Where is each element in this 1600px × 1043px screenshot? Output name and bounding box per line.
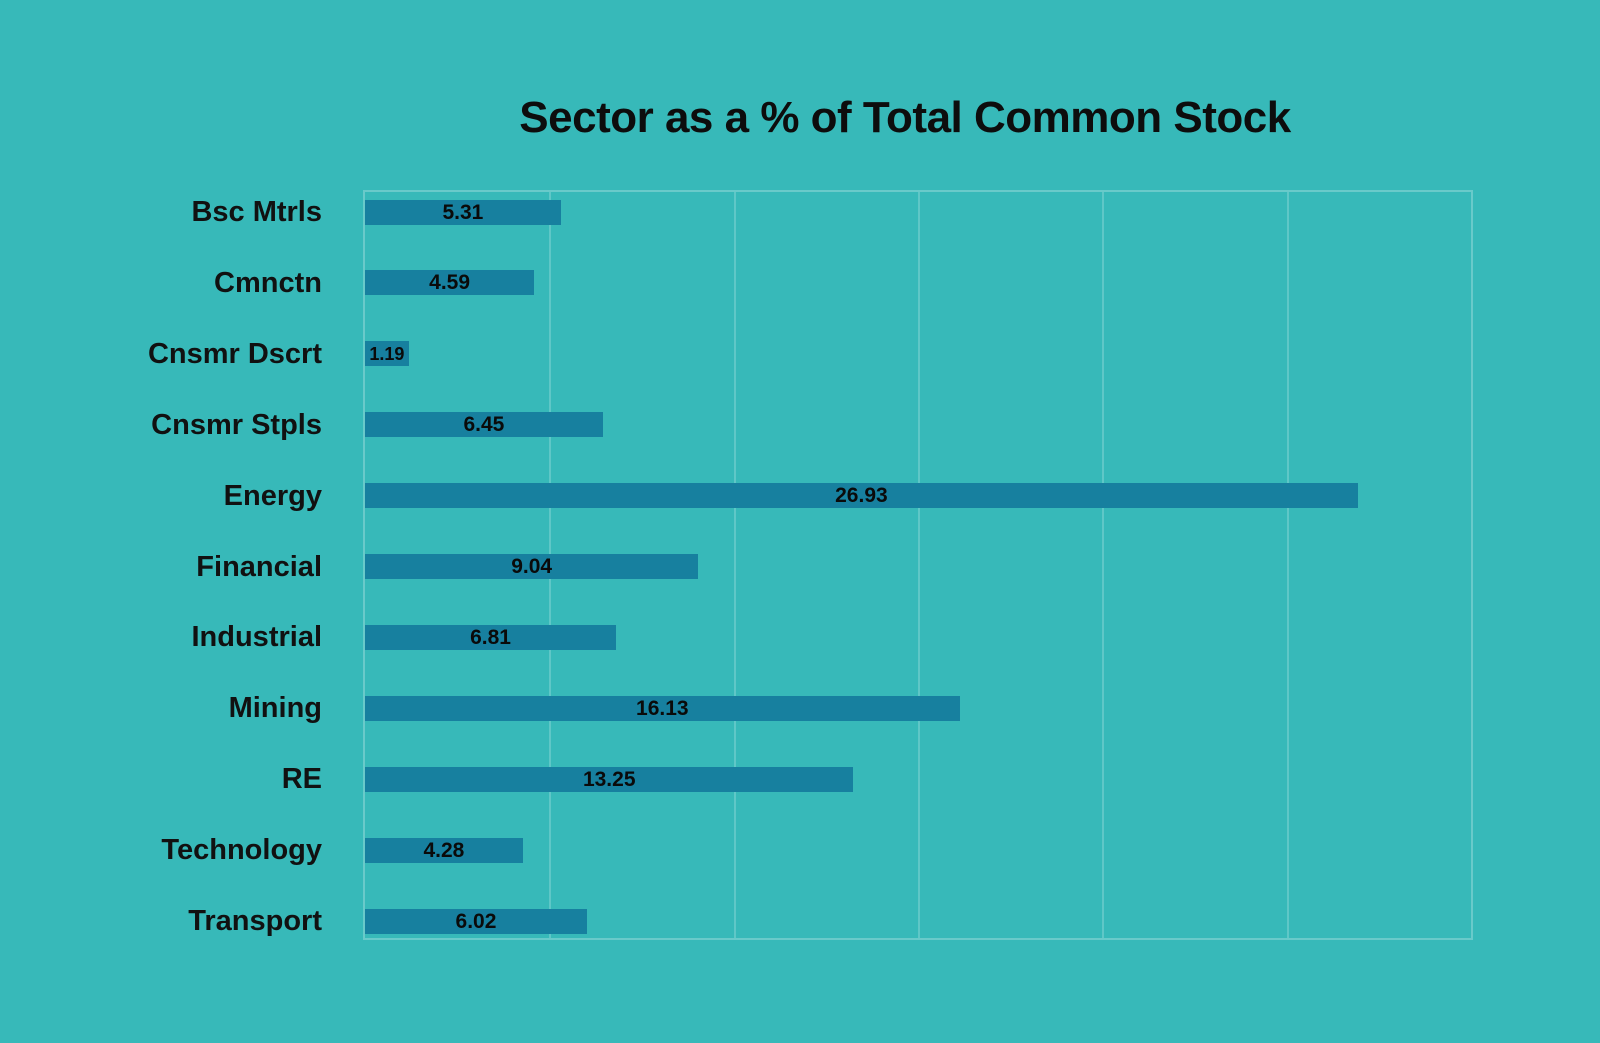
bar-row: 26.93	[365, 483, 1471, 509]
bar-row: 6.81	[365, 624, 1471, 650]
bar-value-label: 6.45	[463, 413, 505, 437]
bar-row: 4.28	[365, 837, 1471, 863]
bar-row: 6.45	[365, 412, 1471, 438]
bar: 16.13	[365, 695, 960, 721]
chart-title: Sector as a % of Total Common Stock	[519, 93, 1291, 142]
bar-value-label: 4.59	[429, 271, 471, 295]
bar: 13.25	[365, 766, 854, 792]
category-label: Financial	[196, 550, 322, 583]
category-axis: Bsc Mtrls Cmnctn Cnsmr Dscrt Cnsmr Stpls Ene…	[0, 190, 322, 940]
gridline	[918, 192, 920, 938]
bar: 4.28	[365, 837, 523, 863]
bar-row: 1.19	[365, 341, 1471, 367]
bar: 4.59	[365, 270, 535, 296]
bar-row: 9.04	[365, 554, 1471, 579]
bar: 5.31	[365, 199, 561, 225]
bar-row: 13.25	[365, 766, 1471, 792]
bar-value-label: 16.13	[636, 696, 689, 720]
bar: 1.19	[365, 341, 409, 367]
category-label: Mining	[228, 692, 322, 725]
bar-value-label: 4.28	[423, 838, 465, 862]
bar: 6.02	[365, 908, 587, 934]
bar-row: 4.59	[365, 270, 1471, 296]
bar-row: 5.31	[365, 199, 1471, 225]
category-label: Cmnctn	[214, 266, 322, 299]
category-label: RE	[281, 763, 322, 796]
bar-value-label: 6.81	[470, 625, 511, 649]
gridline	[1286, 192, 1289, 938]
bar: 26.93	[365, 483, 1358, 509]
bar-value-label: 26.93	[835, 484, 888, 508]
bar-value-label: 9.04	[511, 555, 553, 578]
bar-value-label: 5.31	[442, 200, 484, 224]
gridline	[733, 192, 736, 938]
category-label: Cnsmr Stpls	[151, 408, 322, 441]
bar-value-label: 1.19	[369, 343, 405, 364]
category-label: Technology	[161, 834, 322, 867]
bar: 6.81	[365, 624, 617, 650]
category-label: Industrial	[191, 621, 322, 654]
bar: 6.45	[365, 412, 603, 438]
bar: 9.04	[365, 554, 699, 579]
bar-row: 6.02	[365, 908, 1471, 934]
category-label: Cnsmr Dscrt	[147, 337, 322, 370]
gridline	[1102, 192, 1105, 938]
bar-value-label: 13.25	[582, 767, 636, 791]
category-label: Energy	[223, 479, 322, 512]
bar-row: 16.13	[365, 695, 1471, 721]
bar-value-label: 6.02	[455, 909, 497, 933]
category-label: Bsc Mtrls	[191, 196, 322, 228]
category-label: Transport	[188, 905, 322, 937]
plot-area: 5.31 4.59 1.19 6.45 26.93 9.04 6.81 16.13 13.25 4…	[363, 190, 1473, 940]
